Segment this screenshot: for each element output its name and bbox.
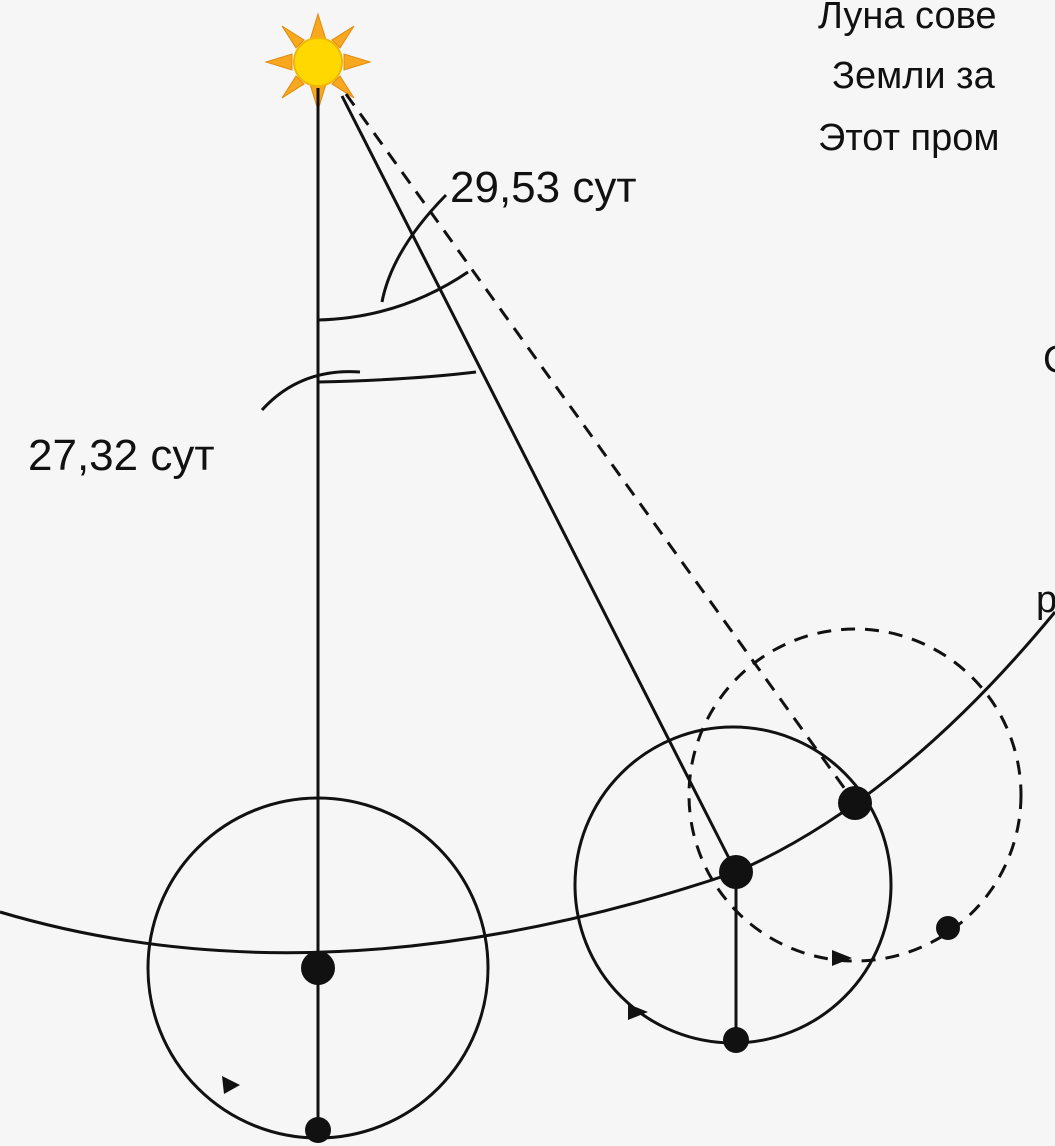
text-fragment: С [1043, 339, 1055, 381]
text-line: Земли за [832, 55, 996, 97]
angle-label: 27,32 сут [28, 431, 214, 480]
text-line: Луна сове [818, 0, 997, 37]
diagram: Луна сове Земли за Этот пром С р 29,53 с… [0, 0, 1055, 1146]
text-line: Этот пром [818, 117, 1000, 159]
angle-label: 29,53 сут [450, 163, 636, 212]
